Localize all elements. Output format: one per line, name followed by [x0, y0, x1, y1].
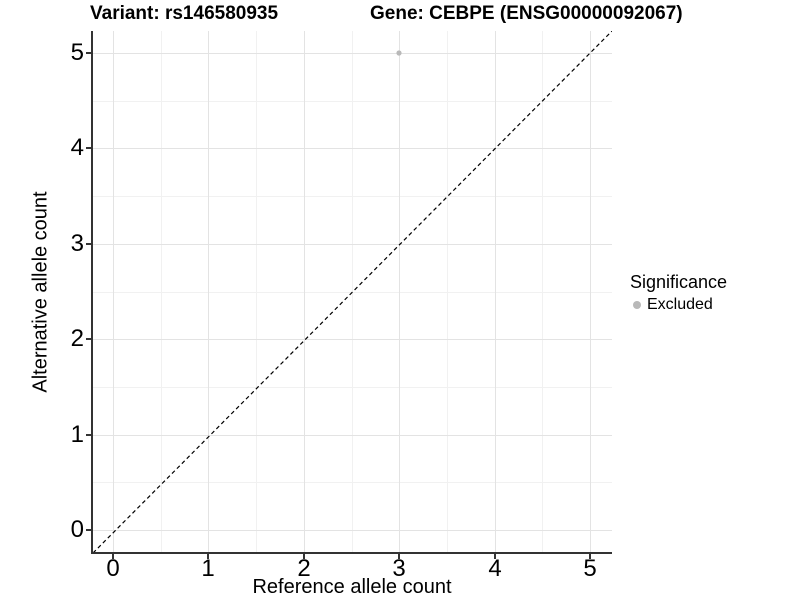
gridline-major-h	[93, 435, 612, 436]
legend-item-label: Excluded	[647, 296, 713, 313]
plot-title-gene: Gene: CEBPE (ENSG00000092067)	[370, 3, 683, 24]
gridline-major-h	[93, 148, 612, 149]
y-tick-mark	[86, 52, 91, 54]
y-tick-mark	[86, 529, 91, 531]
gridline-major-h	[93, 244, 612, 245]
x-axis-title: Reference allele count	[252, 576, 452, 598]
y-tick-label: 4	[70, 134, 84, 161]
gridline-minor-h	[93, 387, 612, 388]
x-tick-label: 2	[297, 555, 311, 582]
x-tick-label: 4	[488, 555, 502, 582]
gridline-minor-h	[93, 101, 612, 102]
gridline-major-v	[113, 31, 114, 553]
x-tick-mark	[494, 554, 496, 559]
x-axis-line	[91, 552, 612, 554]
x-tick-mark	[303, 554, 305, 559]
gridline-major-h	[93, 530, 612, 531]
panel-overlay	[93, 31, 612, 553]
identity-dashed-line	[93, 31, 612, 553]
x-tick-label: 1	[201, 555, 215, 582]
gridline-major-h	[93, 339, 612, 340]
legend-title: Significance	[630, 272, 728, 292]
gridline-major-h	[93, 53, 612, 54]
y-tick-label: 1	[70, 421, 84, 448]
x-tick-label: 5	[583, 555, 597, 582]
gridline-major-v	[495, 31, 496, 553]
y-tick-mark	[86, 434, 91, 436]
y-axis-line	[91, 31, 93, 554]
x-tick-label: 0	[106, 555, 120, 582]
gridline-major-v	[590, 31, 591, 553]
legend-key-dot-icon	[633, 301, 641, 309]
y-tick-label: 0	[70, 516, 84, 543]
gridline-minor-h	[93, 196, 612, 197]
plot-title-variant: Variant: rs146580935	[90, 3, 279, 24]
y-tick-mark	[86, 243, 91, 245]
x-tick-mark	[207, 554, 209, 559]
plot-panel	[93, 31, 612, 553]
y-axis-title: Alternative allele count	[29, 191, 52, 393]
x-tick-mark	[112, 554, 114, 559]
y-tick-mark	[86, 147, 91, 149]
y-tick-label: 3	[70, 230, 84, 257]
gridline-major-v	[399, 31, 400, 553]
legend: Significance Excluded	[630, 271, 727, 315]
legend-item-excluded: Excluded	[630, 295, 727, 315]
data-point-excluded	[396, 50, 402, 56]
gridline-major-v	[304, 31, 305, 553]
y-tick-label: 5	[70, 39, 84, 66]
gridline-major-v	[208, 31, 209, 553]
y-tick-label: 2	[70, 325, 84, 352]
x-tick-mark	[398, 554, 400, 559]
x-tick-label: 3	[392, 555, 406, 582]
x-tick-mark	[589, 554, 591, 559]
y-tick-mark	[86, 338, 91, 340]
gridline-minor-h	[93, 482, 612, 483]
